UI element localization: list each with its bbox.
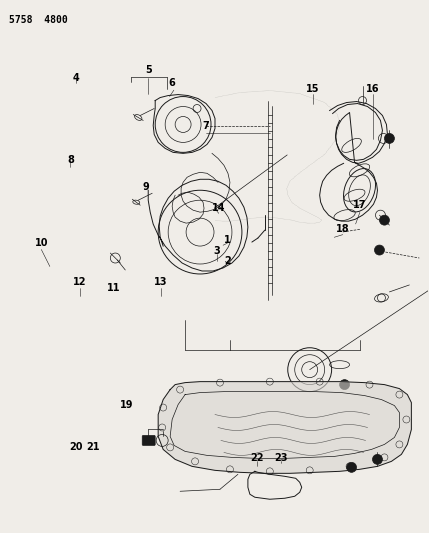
Circle shape (347, 462, 356, 472)
Text: 1: 1 (224, 235, 231, 245)
Text: 22: 22 (251, 453, 264, 463)
Text: 21: 21 (86, 442, 100, 452)
Text: 2: 2 (224, 256, 231, 266)
Text: 20: 20 (69, 442, 82, 452)
Text: 9: 9 (143, 182, 149, 192)
Text: 19: 19 (120, 400, 133, 410)
Text: 13: 13 (154, 278, 168, 287)
Text: 5758  4800: 5758 4800 (9, 15, 67, 25)
Circle shape (372, 455, 383, 464)
Text: 7: 7 (202, 120, 209, 131)
Text: 6: 6 (168, 78, 175, 88)
Text: 23: 23 (274, 453, 287, 463)
Text: 11: 11 (107, 282, 121, 293)
Text: 8: 8 (68, 155, 75, 165)
Circle shape (375, 245, 384, 255)
Text: 16: 16 (366, 84, 380, 93)
Text: 18: 18 (336, 224, 350, 235)
Circle shape (340, 379, 350, 390)
Text: 4: 4 (72, 73, 79, 83)
Text: 10: 10 (35, 238, 48, 248)
Text: 14: 14 (212, 203, 226, 213)
Polygon shape (158, 382, 411, 473)
Text: 5: 5 (145, 65, 151, 75)
Text: 15: 15 (306, 84, 320, 93)
Text: 3: 3 (213, 246, 220, 255)
Circle shape (380, 215, 390, 225)
Text: 17: 17 (353, 200, 367, 211)
FancyBboxPatch shape (142, 435, 155, 446)
Text: 12: 12 (73, 278, 87, 287)
Circle shape (384, 133, 394, 143)
